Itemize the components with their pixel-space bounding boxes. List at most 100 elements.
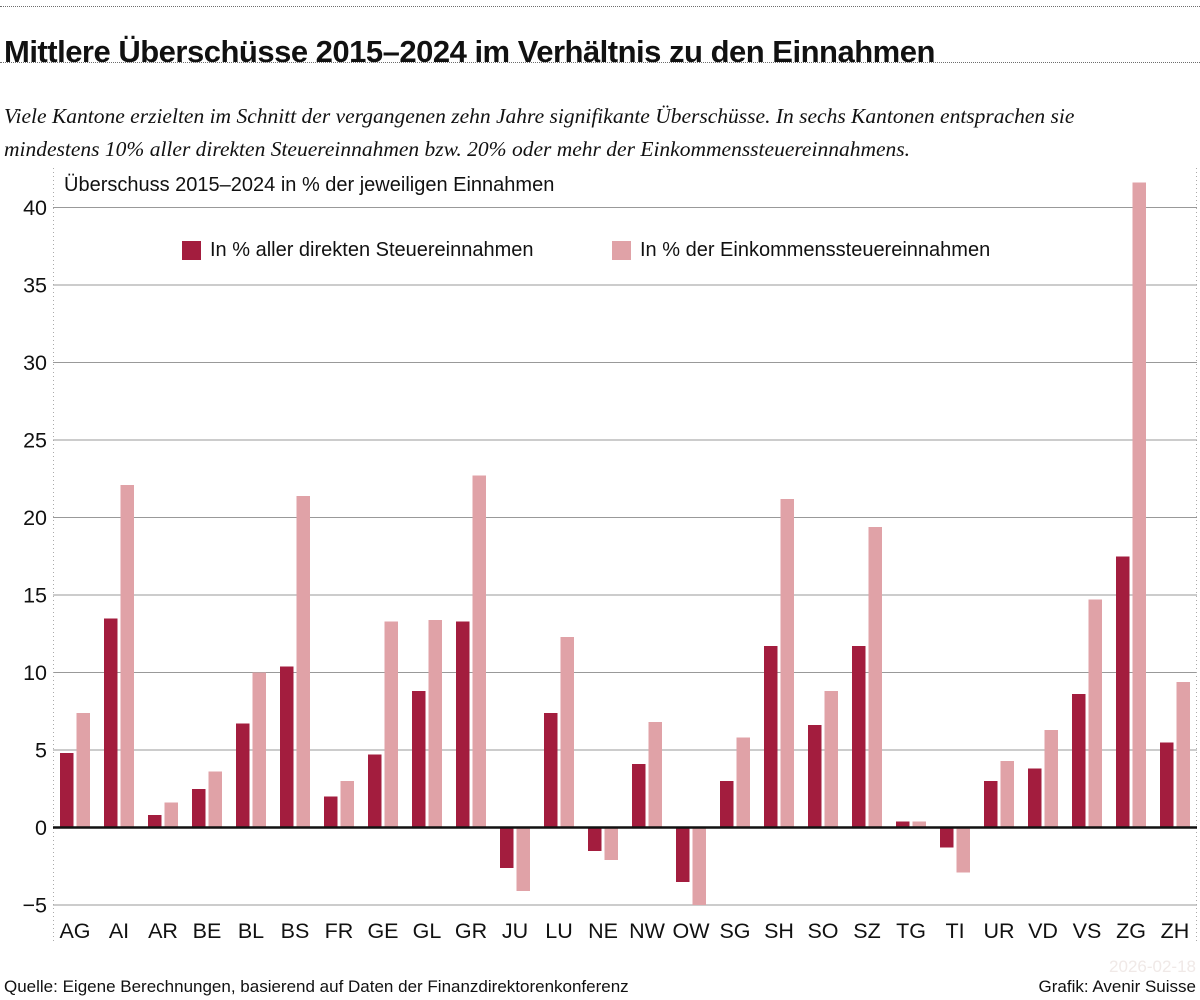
bar-income xyxy=(164,802,178,828)
y-tick-label: 25 xyxy=(23,429,47,453)
bar-direct xyxy=(940,827,954,848)
bar-direct xyxy=(676,827,690,882)
y-tick-label: 35 xyxy=(23,274,47,298)
bar-income xyxy=(824,691,838,828)
subtitle: Viele Kantone erzielten im Schnitt der v… xyxy=(4,103,1075,161)
bar-income xyxy=(1088,599,1102,828)
bar-income xyxy=(692,827,706,905)
bar-direct xyxy=(852,646,866,828)
y-tick-label: 15 xyxy=(23,584,47,608)
x-axis-label: AG xyxy=(59,919,90,943)
x-axis-label: TI xyxy=(945,919,964,943)
x-axis-label: FR xyxy=(325,919,354,943)
bar-direct xyxy=(500,827,514,868)
x-axis-label: BL xyxy=(238,919,264,943)
bar-income xyxy=(604,827,618,861)
x-axis-label: SH xyxy=(764,919,794,943)
footer-source: Quelle: Eigene Berechnungen, basierend a… xyxy=(4,977,629,996)
bar-income xyxy=(340,781,354,828)
bar-income xyxy=(296,495,310,828)
bar-income xyxy=(472,475,486,828)
bar-income xyxy=(868,526,882,828)
y-tick-label: 0 xyxy=(35,816,47,840)
x-axis-label: LU xyxy=(545,919,572,943)
bar-direct xyxy=(236,723,250,828)
x-axis-label: VS xyxy=(1073,919,1102,943)
x-axis-label: ZG xyxy=(1116,919,1146,943)
top-dotted-rule xyxy=(0,6,1200,7)
bar-income xyxy=(384,621,398,828)
x-axis-label: NW xyxy=(629,919,666,943)
bar-income xyxy=(736,737,750,828)
bar-direct xyxy=(588,827,602,851)
bar-income xyxy=(1000,760,1014,828)
legend-label-direct: In % aller direkten Steuereinnahmen xyxy=(210,239,534,261)
title-dotted-rule xyxy=(0,62,1200,63)
bar-direct xyxy=(280,666,294,828)
x-axis-label: JU xyxy=(502,919,528,943)
bar-direct xyxy=(1160,742,1174,828)
y-tick-label: 5 xyxy=(35,739,47,763)
y-tick-label: −5 xyxy=(22,894,47,918)
bar-income xyxy=(516,827,530,892)
x-axis-label: AR xyxy=(148,919,178,943)
y-tick-label: 20 xyxy=(23,506,47,530)
bar-income xyxy=(780,498,794,828)
chart-axis-title: Überschuss 2015–2024 in % der jeweiligen… xyxy=(64,174,555,196)
watermark-date: 2026-02-18 xyxy=(1109,957,1196,976)
bar-direct xyxy=(324,796,338,828)
x-axis-label: SO xyxy=(807,919,838,943)
bar-direct xyxy=(1116,556,1130,828)
x-axis-label: SG xyxy=(719,919,750,943)
bar-direct xyxy=(104,618,118,828)
x-axis-label: TG xyxy=(896,919,926,943)
bar-direct xyxy=(456,621,470,828)
footer-credit: Grafik: Avenir Suisse xyxy=(1038,977,1196,996)
bar-direct xyxy=(720,781,734,828)
bar-direct xyxy=(984,781,998,828)
x-axis-label: NE xyxy=(588,919,618,943)
x-axis-label: VD xyxy=(1028,919,1058,943)
bar-direct xyxy=(1028,768,1042,828)
bar-income xyxy=(1132,182,1146,828)
bar-income xyxy=(120,484,134,828)
y-tick-label: 10 xyxy=(23,661,47,685)
x-axis-label: GL xyxy=(413,919,442,943)
y-tick-label: 30 xyxy=(23,351,47,375)
bar-direct xyxy=(412,691,426,828)
legend-item-direct: In % aller direkten Steuereinnahmen xyxy=(182,239,534,262)
bar-direct xyxy=(60,753,74,828)
bar-income xyxy=(208,771,222,828)
bar-income xyxy=(428,619,442,828)
bar-direct xyxy=(368,754,382,828)
bar-direct xyxy=(544,712,558,828)
bar-direct xyxy=(808,725,822,828)
y-tick-label: 40 xyxy=(23,196,47,220)
bar-direct xyxy=(148,815,162,828)
bar-income xyxy=(912,821,926,828)
legend-label-income: In % der Einkommenssteuereinnahmen xyxy=(640,239,991,261)
bar-direct xyxy=(896,821,910,828)
bar-income xyxy=(252,672,266,828)
x-axis-label: ZH xyxy=(1161,919,1190,943)
legend-swatch-direct-icon xyxy=(182,241,201,260)
legend-swatch-income-icon xyxy=(612,241,631,260)
x-axis-label: BE xyxy=(193,919,222,943)
x-axis-label: OW xyxy=(672,919,710,943)
x-axis-label: GE xyxy=(367,919,398,943)
x-axis-label: SZ xyxy=(853,919,880,943)
x-axis-label: BS xyxy=(281,919,310,943)
x-axis-label: UR xyxy=(983,919,1014,943)
x-axis-label: GR xyxy=(455,919,487,943)
bar-income xyxy=(1044,729,1058,828)
x-axis-label: AI xyxy=(109,919,129,943)
bar-direct xyxy=(632,763,646,828)
bar-income xyxy=(76,712,90,828)
bar-income xyxy=(1176,681,1190,828)
bar-direct xyxy=(764,646,778,828)
legend-item-income: In % der Einkommenssteuereinnahmen xyxy=(612,239,990,262)
bar-income xyxy=(956,827,970,873)
bar-direct xyxy=(192,788,206,828)
